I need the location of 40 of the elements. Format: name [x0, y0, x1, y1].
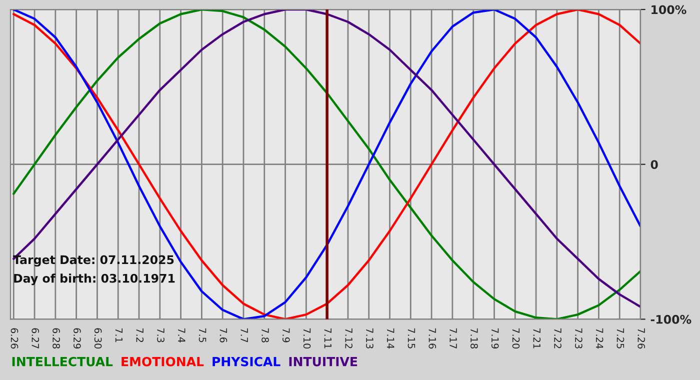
- x-tick-label: 7.17: [450, 328, 457, 348]
- text: INTELLECTUAL: [12, 356, 113, 366]
- annotation: Target Date: 07.11.2025: [13, 255, 174, 267]
- text: INTUITIVE: [289, 357, 358, 366]
- x-tick-label: 7.21: [533, 328, 541, 348]
- x-tick-label: 6.27: [32, 328, 40, 348]
- x-tick-label: 7.19: [491, 328, 499, 348]
- x-tick-label: 7.22: [554, 328, 562, 348]
- x-tick-label: 7.10: [303, 328, 311, 349]
- y-tick-label: -100%: [650, 314, 692, 324]
- x-tick-label: 7.25: [616, 328, 624, 348]
- y-tick-label: 0: [650, 160, 658, 170]
- x-tick-label: 7.13: [366, 328, 374, 348]
- y-tick-label: 100%: [652, 5, 686, 14]
- x-tick-label: 7.11: [324, 328, 332, 348]
- x-tick-label: 7.1: [115, 328, 123, 342]
- x-tick-label: 7.4: [178, 328, 186, 342]
- x-tick-label: 6.29: [74, 328, 81, 348]
- x-tick-label: 7.14: [387, 328, 394, 349]
- x-tick-label: 7.24: [596, 328, 604, 349]
- x-tick-label: 7.18: [470, 328, 478, 349]
- x-tick-label: 7.12: [345, 328, 352, 348]
- x-tick-label: 6.30: [94, 328, 102, 349]
- x-tick-label: 7.8: [262, 328, 269, 342]
- x-tick-label: 7.5: [198, 328, 206, 342]
- x-tick-label: 7.2: [136, 328, 144, 342]
- x-tick-label: 6.28: [52, 328, 60, 349]
- x-tick-label: 7.15: [408, 328, 416, 348]
- x-tick-label: 7.20: [512, 328, 520, 349]
- x-tick-label: 7.9: [282, 328, 290, 342]
- x-tick-label: 7.16: [428, 328, 436, 349]
- x-tick-label: 7.7: [240, 328, 248, 342]
- text: PHYSICAL: [212, 356, 280, 366]
- x-tick-label: 6.26: [10, 328, 18, 349]
- text: EMOTIONAL: [122, 356, 204, 366]
- x-tick-label: 7.6: [220, 328, 228, 342]
- x-tick-label: 7.3: [157, 328, 164, 342]
- x-tick-label: 7.23: [574, 328, 582, 348]
- annotation: Day of birth: 03.10.1971: [14, 274, 175, 286]
- x-tick-label: 7.26: [638, 328, 646, 349]
